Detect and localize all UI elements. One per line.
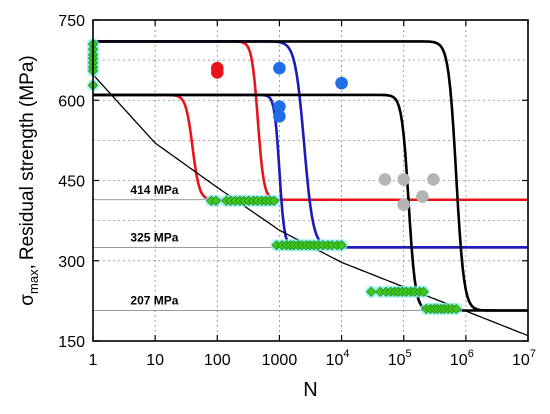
gray-data-point <box>416 190 429 203</box>
x-tick-base: 10 <box>326 352 344 369</box>
stress-level-label: 325 MPa <box>130 230 178 244</box>
x-tick-label: 105 <box>388 348 412 369</box>
stress-level-label: 207 MPa <box>130 294 178 308</box>
gray-data-point <box>378 173 392 186</box>
x-tick-base: 10 <box>450 352 468 369</box>
x-tick-label: 1000 <box>262 352 298 369</box>
blue-data-point <box>273 110 286 123</box>
black-degradation-curve <box>93 40 528 312</box>
x-tick-base: 10 <box>512 352 530 369</box>
blue-degradation-curve <box>93 40 528 249</box>
red-data-point <box>210 66 224 79</box>
x-tick-exponent: 7 <box>530 348 536 360</box>
x-tick-base: 10 <box>388 352 406 369</box>
green-data-point <box>210 195 221 206</box>
green-data-point <box>336 240 347 251</box>
gray-data-point <box>397 198 411 211</box>
y-tick-label: 450 <box>58 174 85 191</box>
gray-data-point <box>427 173 440 186</box>
y-axis-main-label: Residual strength (MPa) <box>17 55 38 260</box>
x-tick-exponent: 4 <box>343 348 349 360</box>
x-tick-label: 104 <box>326 348 350 369</box>
red-degradation-curve <box>93 40 528 202</box>
y-tick-label: 750 <box>58 13 85 30</box>
x-tick-exponent: 6 <box>468 348 474 360</box>
green-data-point <box>366 286 377 297</box>
blue-data-point <box>273 61 286 75</box>
blue-data-point <box>335 76 348 90</box>
blue-data-point <box>273 100 286 113</box>
x-tick-label: 106 <box>450 348 474 369</box>
y-tick-label: 150 <box>58 334 85 351</box>
y-tick-label: 600 <box>58 93 85 110</box>
x-tick-label: 107 <box>512 348 536 369</box>
green-data-point <box>451 303 462 314</box>
x-tick-exponent: 5 <box>406 348 412 360</box>
blue-degradation-curve <box>93 93 528 249</box>
y-tick-label: 300 <box>58 254 85 271</box>
x-tick-label: 100 <box>204 352 231 369</box>
green-data-point <box>418 286 429 297</box>
y-axis-sigma-subscript: max <box>26 269 41 294</box>
gray-data-point <box>397 173 411 186</box>
data-points <box>87 38 463 315</box>
y-axis-title: σmax, Residual strength (MPa) <box>17 55 41 305</box>
x-tick-label: 1 <box>89 352 98 369</box>
x-tick-label: 10 <box>146 352 164 369</box>
y-axis-sigma: σ <box>17 294 38 306</box>
y-axis-comma: , <box>17 264 38 269</box>
green-data-point <box>269 195 280 206</box>
stress-level-label: 414 MPa <box>130 183 178 197</box>
x-axis-title: N <box>303 379 317 401</box>
